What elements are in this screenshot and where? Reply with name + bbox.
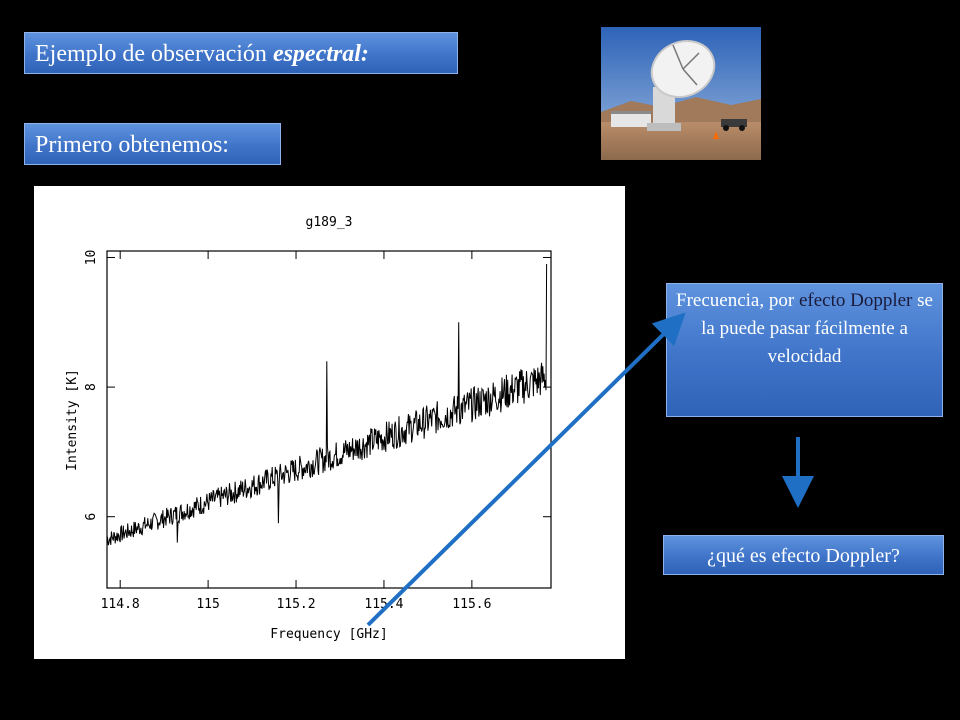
x-tick-label: 114.8 xyxy=(101,597,140,612)
doppler-note: Frecuencia, por efecto Doppler se la pue… xyxy=(666,283,943,417)
y-tick-label: 10 xyxy=(84,250,99,266)
spectrum-chart: 114.8 115 115.2 115.4 115.6 6 8 10 g189_3 Frequ… xyxy=(34,186,625,659)
y-tick-label: 8 xyxy=(84,383,99,391)
note-text-2: se la puede pasar fácilmente a velocidad xyxy=(701,290,933,367)
slide-title: Ejemplo de observación espectral: xyxy=(24,32,458,74)
diagonal-arrow xyxy=(366,312,686,627)
title-emphasis: espectral: xyxy=(272,41,369,67)
x-tick-label: 115.2 xyxy=(276,597,315,612)
x-tick-label: 115.6 xyxy=(452,597,491,612)
doppler-question: ¿qué es efecto Doppler? xyxy=(663,535,944,575)
slide-subtitle: Primero obtenemos: xyxy=(24,123,281,165)
y-tick-label: 6 xyxy=(84,513,99,521)
plot-frame xyxy=(106,250,552,589)
title-plain: Ejemplo de observación xyxy=(35,41,273,67)
y-axis-label: Intensity [K] xyxy=(65,369,80,471)
chart-title: g189_3 xyxy=(306,215,353,230)
note-text-doppler: efecto Doppler xyxy=(798,290,913,311)
note-text-1: Frecuencia, por xyxy=(676,290,799,311)
telescope-photo xyxy=(601,27,761,160)
x-axis-label: Frequency [GHz] xyxy=(270,627,387,642)
spectrum-series-line xyxy=(106,263,548,546)
x-tick-label: 115 xyxy=(196,597,219,612)
radio-telescope-image xyxy=(601,27,761,160)
